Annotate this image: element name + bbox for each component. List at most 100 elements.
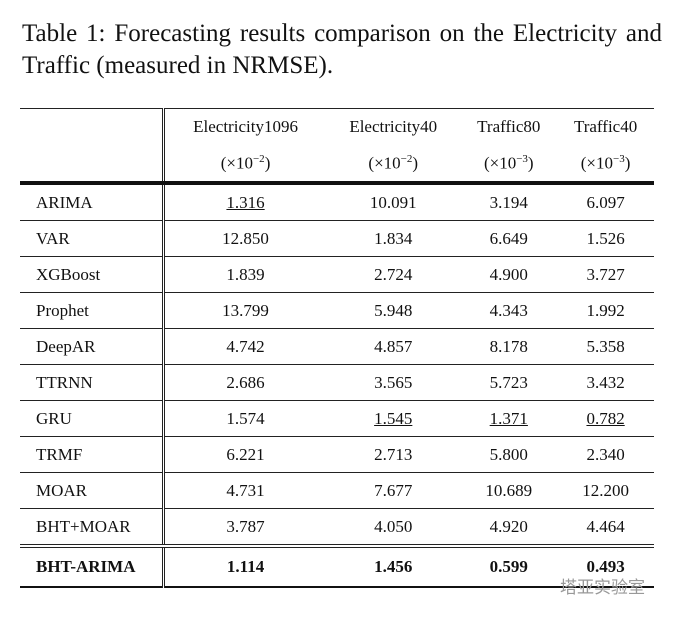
column-unit: (×10: [580, 153, 614, 173]
column-name: Traffic40: [573, 116, 638, 136]
row-label: DeepAR: [20, 328, 165, 365]
cell: 10.091: [326, 183, 461, 221]
cell-value: 6.221: [226, 444, 265, 464]
cell: 1.834: [326, 220, 461, 257]
method-name: GRU: [36, 408, 72, 428]
cell-value: 1.545: [374, 408, 413, 428]
cell-value: 6.649: [489, 228, 528, 248]
cell-value: 10.689: [485, 480, 533, 500]
table-row: TRMF 6.221 2.713 5.800 2.340: [20, 436, 654, 473]
cell-value: 4.857: [374, 336, 413, 356]
method-name: BHT-ARIMA: [36, 557, 136, 576]
cell-value: 4.920: [489, 516, 528, 536]
row-label: Prophet: [20, 292, 165, 329]
method-name: Prophet: [36, 300, 89, 320]
cell: 2.724: [326, 256, 461, 293]
method-name: ARIMA: [36, 192, 93, 212]
cell-value: 8.178: [489, 336, 528, 356]
cell: 2.686: [163, 364, 327, 401]
cell: 5.358: [557, 328, 654, 365]
cell: 3.787: [163, 508, 327, 547]
cell: 1.526: [557, 220, 654, 257]
cell: 0.493: [557, 544, 654, 588]
cell-value: 4.900: [489, 264, 528, 284]
cell-value: 1.316: [226, 192, 265, 212]
row-label: BHT-ARIMA: [20, 544, 165, 588]
results-table: Electricity1096 (×10−2) Electricity40 (×10−…: [20, 108, 654, 588]
cell-value: 4.050: [374, 516, 413, 536]
cell: 1.574: [163, 400, 327, 437]
cell: 4.050: [326, 508, 461, 547]
cell: 3.565: [326, 364, 461, 401]
cell: 0.782: [557, 400, 654, 437]
column-header: Electricity40 (×10−2): [326, 108, 461, 185]
cell-value: 4.464: [586, 516, 625, 536]
cell-value: 5.800: [489, 444, 528, 464]
cell: 4.857: [326, 328, 461, 365]
cell: 8.178: [460, 328, 558, 365]
cell: 5.800: [460, 436, 558, 473]
table-row: TTRNN 2.686 3.565 5.723 3.432: [20, 364, 654, 401]
column-name: Traffic80: [477, 116, 541, 136]
cell: 10.689: [460, 472, 558, 509]
cell-value: 1.834: [374, 228, 413, 248]
column-exponent: −3: [613, 152, 625, 165]
cell-value: 1.114: [226, 557, 265, 576]
caption: Table 1: Forecasting results comparison …: [22, 18, 662, 82]
cell: 4.464: [557, 508, 654, 547]
cell-value: 5.358: [586, 336, 625, 356]
cell: 2.713: [326, 436, 461, 473]
column-unit: (×10: [220, 153, 253, 173]
cell: 5.723: [460, 364, 558, 401]
row-label: MOAR: [20, 472, 165, 509]
cell: 6.097: [557, 183, 654, 221]
cell-value: 5.723: [489, 372, 528, 392]
column-exponent: −2: [252, 152, 265, 165]
cell: 7.677: [326, 472, 461, 509]
cell: 1.114: [163, 544, 327, 588]
cell-value: 4.731: [226, 480, 265, 500]
table-row: MOAR 4.731 7.677 10.689 12.200: [20, 472, 654, 509]
cell-value: 4.343: [489, 300, 528, 320]
cell-value: 2.340: [586, 444, 625, 464]
cell-value: 2.713: [374, 444, 413, 464]
column-header: Traffic40 (×10−3): [557, 108, 654, 185]
cell-value: 1.574: [226, 408, 265, 428]
caption-text: Forecasting results comparison on the El…: [22, 20, 662, 79]
column-exponent: −3: [516, 152, 528, 165]
cell-value: 10.091: [369, 192, 417, 212]
cell-value: 4.742: [226, 336, 265, 356]
row-label: TRMF: [20, 436, 165, 473]
cell-value: 3.565: [374, 372, 413, 392]
table-row: Prophet 13.799 5.948 4.343 1.992: [20, 292, 654, 329]
table-row: DeepAR 4.742 4.857 8.178 5.358: [20, 328, 654, 365]
cell-value: 12.850: [222, 228, 269, 248]
table-row: VAR 12.850 1.834 6.649 1.526: [20, 220, 654, 257]
cell-value: 0.599: [489, 557, 528, 576]
header-empty: [20, 108, 165, 185]
cell: 12.850: [163, 220, 327, 257]
cell-value: 12.200: [582, 480, 629, 500]
cell: 2.340: [557, 436, 654, 473]
table-row: GRU 1.574 1.545 1.371 0.782: [20, 400, 654, 437]
row-label: XGBoost: [20, 256, 165, 293]
cell: 1.992: [557, 292, 654, 329]
column-unit: (×10: [368, 153, 401, 173]
cell-value: 3.432: [586, 372, 625, 392]
cell-value: 13.799: [222, 300, 269, 320]
cell-value: 7.677: [374, 480, 413, 500]
cell-value: 1.839: [226, 264, 265, 284]
cell-value: 1.456: [374, 557, 413, 576]
row-label: ARIMA: [20, 183, 165, 221]
cell-value: 1.526: [586, 228, 625, 248]
row-label: VAR: [20, 220, 165, 257]
row-label: TTRNN: [20, 364, 165, 401]
column-name: Electricity1096: [193, 116, 298, 136]
cell: 3.194: [460, 183, 558, 221]
cell: 1.456: [326, 544, 461, 588]
column-unit-close: ): [527, 153, 534, 173]
table-row: ARIMA 1.316 10.091 3.194 6.097: [20, 183, 654, 221]
cell-value: 1.992: [586, 300, 625, 320]
cell: 1.839: [163, 256, 327, 293]
